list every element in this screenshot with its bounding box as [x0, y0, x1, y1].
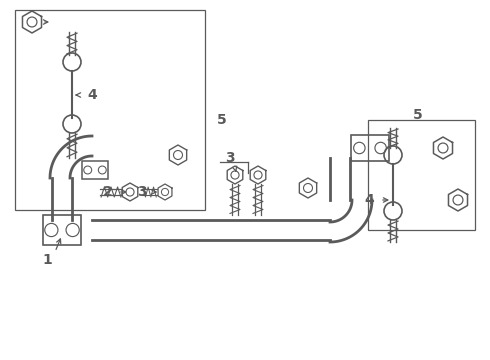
Text: 4: 4 — [364, 193, 374, 207]
Polygon shape — [448, 189, 467, 211]
Polygon shape — [23, 11, 42, 33]
Bar — [43, 215, 81, 245]
Polygon shape — [158, 184, 172, 200]
Bar — [15, 10, 205, 210]
Text: 3: 3 — [137, 185, 147, 199]
Text: 5: 5 — [413, 108, 423, 122]
Bar — [368, 120, 475, 230]
Bar — [82, 161, 108, 179]
Polygon shape — [122, 183, 138, 201]
Text: 5: 5 — [217, 113, 227, 127]
Text: 1: 1 — [42, 253, 52, 267]
Bar — [351, 135, 389, 161]
Polygon shape — [227, 166, 243, 184]
Text: 4: 4 — [87, 88, 97, 102]
Text: 3: 3 — [225, 151, 235, 165]
Polygon shape — [250, 166, 266, 184]
Polygon shape — [299, 178, 317, 198]
Polygon shape — [170, 145, 187, 165]
Polygon shape — [434, 137, 453, 159]
Text: 2: 2 — [103, 185, 113, 199]
